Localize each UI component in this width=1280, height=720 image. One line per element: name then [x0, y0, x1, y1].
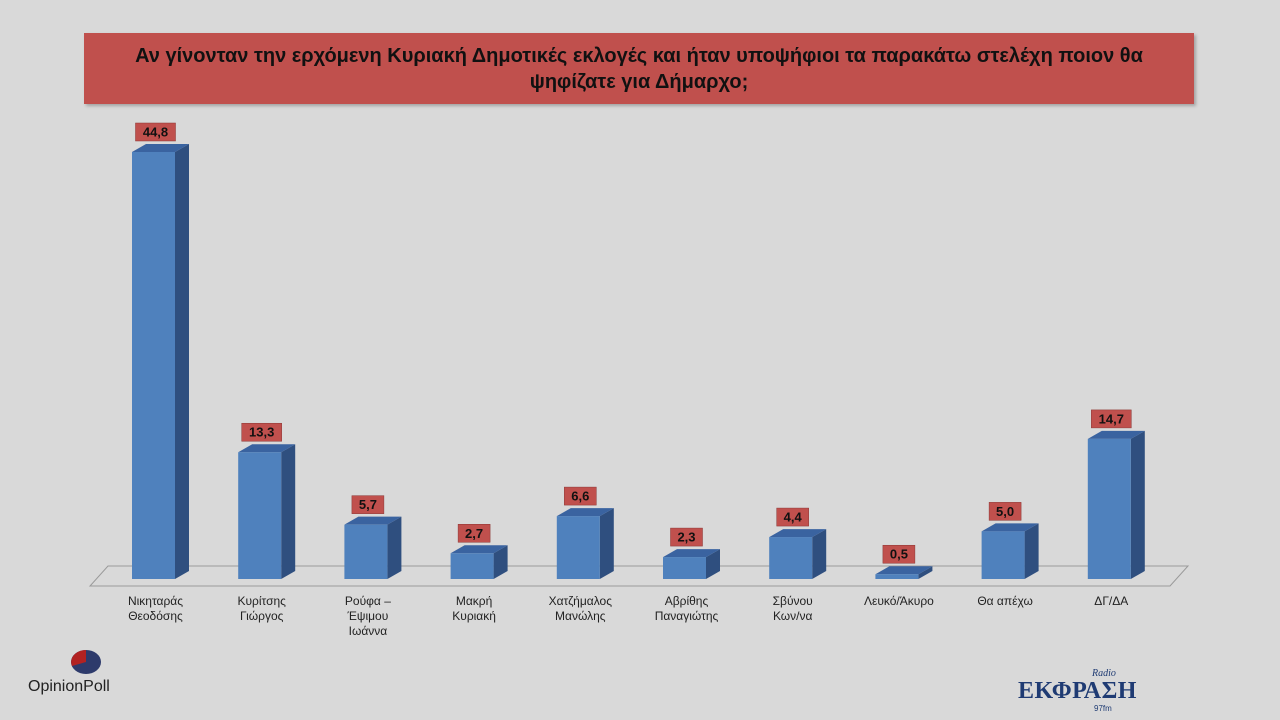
value-label-box-7 [776, 507, 809, 527]
bar-front-10 [1087, 438, 1131, 579]
value-label-9: 5,0 [996, 504, 1014, 519]
category-label-3-line-2: Έψιμου [347, 609, 389, 623]
bar-top-6 [663, 549, 720, 558]
bar-front-7 [769, 537, 813, 579]
bar-side-7 [812, 529, 827, 579]
radio-logo-top: Radio [1092, 668, 1116, 679]
value-label-box-9 [988, 502, 1022, 521]
category-label-3-line-3: Ιωάννα [349, 624, 388, 638]
bar-3 [344, 516, 402, 579]
category-label-9-line-1: Θα απέχω [977, 594, 1033, 608]
category-label-5-line-2: Μανώλης [555, 609, 606, 623]
category-label-3-line-1: Ρούφα – [345, 594, 391, 608]
chart-floor [88, 565, 1190, 587]
category-label-2-line-2: Γιώργος [240, 609, 284, 623]
bar-top-2 [238, 444, 296, 453]
bar-10 [1087, 430, 1145, 579]
category-label-7-line-1: Σβύνου [773, 594, 813, 608]
category-label-2-line-1: Κυρίτσης [237, 594, 286, 608]
bar-8 [875, 566, 933, 579]
bar-top-8 [875, 566, 933, 575]
value-label-box-5 [564, 486, 597, 506]
bar-front-3 [344, 524, 388, 579]
bar-top-5 [556, 508, 614, 517]
bar-side-3 [387, 516, 402, 579]
bar-top-7 [769, 529, 827, 538]
value-label-10: 14,7 [1099, 411, 1124, 426]
bar-front-5 [556, 516, 600, 579]
bar-side-1 [175, 144, 189, 579]
value-label-2: 13,3 [249, 425, 274, 440]
bar-front-2 [238, 452, 282, 579]
value-label-box-6 [670, 527, 703, 547]
value-label-box-4 [457, 524, 491, 543]
bar-4 [450, 545, 508, 579]
bar-front-6 [663, 557, 706, 579]
category-label-6-line-2: Παναγιώτης [655, 609, 719, 623]
value-label-3: 5,7 [359, 497, 377, 512]
bar-front-1 [132, 152, 175, 579]
category-label-7-line-2: Κων/να [773, 609, 813, 623]
value-label-box-2 [241, 422, 282, 442]
bar-side-8 [918, 566, 933, 579]
bar-top-10 [1087, 430, 1145, 439]
bar-top-9 [981, 523, 1039, 532]
category-label-10-line-1: ΔΓ/ΔΑ [1094, 594, 1128, 608]
opinionpoll-logo: OpinionPoll [26, 646, 156, 696]
bar-front-4 [450, 553, 494, 579]
value-label-box-8 [882, 544, 916, 564]
bar-5 [556, 508, 614, 579]
bar-side-4 [493, 545, 508, 579]
bar-top-3 [344, 516, 402, 525]
opinionpoll-logo-text: OpinionPoll [28, 678, 110, 695]
value-label-7: 4,4 [784, 510, 803, 525]
radio-logo-freq: 97fm [1094, 704, 1112, 713]
value-label-box-10 [1091, 409, 1132, 429]
value-label-box-1 [135, 122, 176, 142]
category-label-4-line-2: Κυριακή [452, 609, 496, 623]
bar-front-8 [875, 574, 919, 579]
category-label-1-line-1: Νικηταράς [128, 594, 183, 608]
bar-6 [663, 549, 720, 579]
category-label-5-line-1: Χατζήμαλος [549, 594, 613, 608]
bar-side-6 [706, 549, 720, 579]
bar-top-4 [450, 545, 508, 554]
opinionpoll-logo-icon [71, 650, 101, 674]
bar-1 [132, 144, 189, 579]
radio-ekfrasi-logo: Radio ΕΚΦΡΑΣΗ 97fm [1012, 664, 1192, 716]
bar-side-5 [599, 508, 614, 579]
category-label-8-line-1: Λευκό/Άκυρο [864, 594, 934, 608]
chart-title: Αν γίνονταν την ερχόμενη Κυριακή Δημοτικ… [135, 44, 1143, 93]
value-label-box-3 [351, 495, 385, 514]
value-label-6: 2,3 [677, 530, 695, 545]
category-label-6-line-1: Αβρίθης [665, 594, 709, 608]
category-label-1-line-2: Θεοδόσης [128, 609, 183, 623]
bar-side-2 [281, 444, 296, 579]
bar-7 [769, 529, 827, 579]
value-label-4: 2,7 [465, 526, 483, 541]
value-label-8: 0,5 [890, 547, 908, 562]
bar-side-9 [1024, 523, 1039, 579]
chart-title-box: Αν γίνονταν την ερχόμενη Κυριακή Δημοτικ… [84, 33, 1194, 104]
value-label-5: 6,6 [571, 489, 589, 504]
bar-9 [981, 523, 1039, 579]
radio-logo-name: ΕΚΦΡΑΣΗ [1018, 678, 1137, 704]
value-label-1: 44,8 [143, 125, 168, 140]
bar-side-10 [1130, 430, 1145, 579]
bar-front-9 [981, 531, 1025, 579]
category-label-4-line-1: Μακρή [456, 594, 492, 608]
bar-top-1 [132, 144, 189, 152]
bar-2 [238, 444, 296, 579]
